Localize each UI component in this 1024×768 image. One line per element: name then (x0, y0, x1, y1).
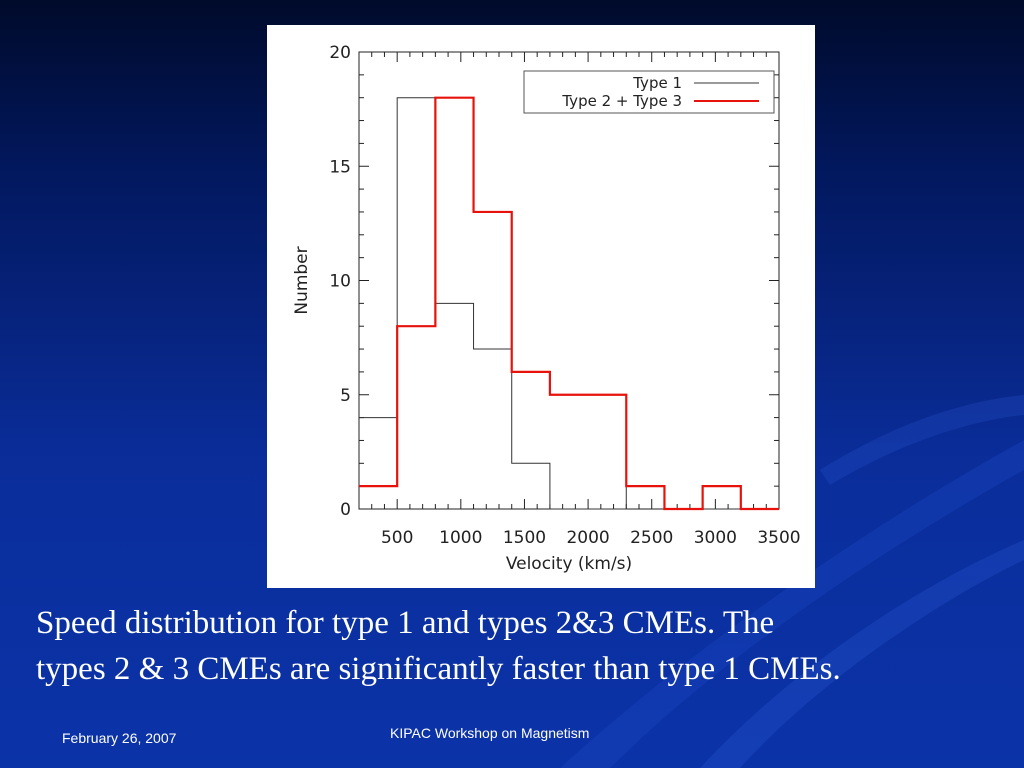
legend-label-type23: Type 2 + Type 3 (561, 92, 682, 110)
bin-mark-type1 (703, 508, 741, 510)
y-tick-label-5: 5 (340, 386, 351, 406)
slide-caption: Speed distribution for type 1 and types … (36, 600, 1016, 692)
y-tick-label-10: 10 (329, 272, 351, 292)
caption-line-2: types 2 & 3 CMEs are significantly faste… (36, 651, 841, 687)
caption-line-1: Speed distribution for type 1 and types … (36, 605, 775, 641)
axis-ticks (359, 51, 780, 510)
x-tick-label-3500: 3500 (757, 528, 800, 548)
bin-mark-type23 (588, 394, 626, 396)
bin-mark-type23 (435, 97, 473, 99)
y-axis-label: Number (292, 246, 312, 314)
bin-mark-type1 (550, 508, 588, 510)
y-tick-label-0: 0 (340, 500, 351, 520)
legend: Type 1 Type 2 + Type 3 (523, 70, 775, 114)
x-tick-label-1500: 1500 (503, 528, 546, 548)
chart-panel: 500 1000 1500 2000 2500 3000 3500 0 5 10 15 20 Vel… (267, 25, 815, 588)
histogram-chart: 500 1000 1500 2000 2500 3000 3500 0 5 10 15 20 Vel… (292, 43, 801, 574)
bin-mark-type1 (588, 508, 626, 510)
bin-mark-type23 (741, 508, 779, 510)
y-tick-label-20: 20 (329, 43, 351, 63)
y-tick-labels: 0 5 10 15 20 (329, 43, 351, 520)
y-tick-label-15: 15 (329, 157, 351, 177)
legend-box (523, 70, 775, 114)
footer-date: February 26, 2007 (62, 730, 177, 746)
x-tick-labels: 500 1000 1500 2000 2500 3000 3500 (381, 528, 801, 548)
bin-mark-type23 (474, 211, 512, 213)
bin-mark-type23 (359, 485, 397, 487)
bin-mark-type23 (512, 371, 550, 373)
bin-mark-type1 (512, 462, 550, 464)
bin-mark-type23 (626, 485, 664, 487)
x-tick-label-2500: 2500 (630, 528, 673, 548)
x-axis-label: Velocity (km/s) (506, 554, 632, 574)
x-tick-label-500: 500 (381, 528, 413, 548)
x-tick-label-2000: 2000 (566, 528, 609, 548)
bin-mark-type1 (474, 348, 512, 350)
footer-title: KIPAC Workshop on Magnetism (390, 725, 590, 741)
bin-mark-type1 (359, 417, 397, 419)
bin-mark-type23 (397, 325, 435, 327)
plot-frame (358, 51, 780, 510)
bin-mark-type1 (435, 302, 473, 304)
legend-label-type1: Type 1 (632, 74, 682, 92)
bin-mark-type23 (664, 508, 702, 510)
series-line-type23 (359, 96, 779, 511)
x-tick-label-3000: 3000 (694, 528, 737, 548)
bin-mark-type1 (397, 97, 435, 99)
x-tick-label-1000: 1000 (439, 528, 482, 548)
series-layer (359, 96, 779, 511)
series-line-type1 (359, 97, 779, 510)
bin-mark-type23 (703, 485, 741, 487)
bin-mark-type23 (550, 394, 588, 396)
